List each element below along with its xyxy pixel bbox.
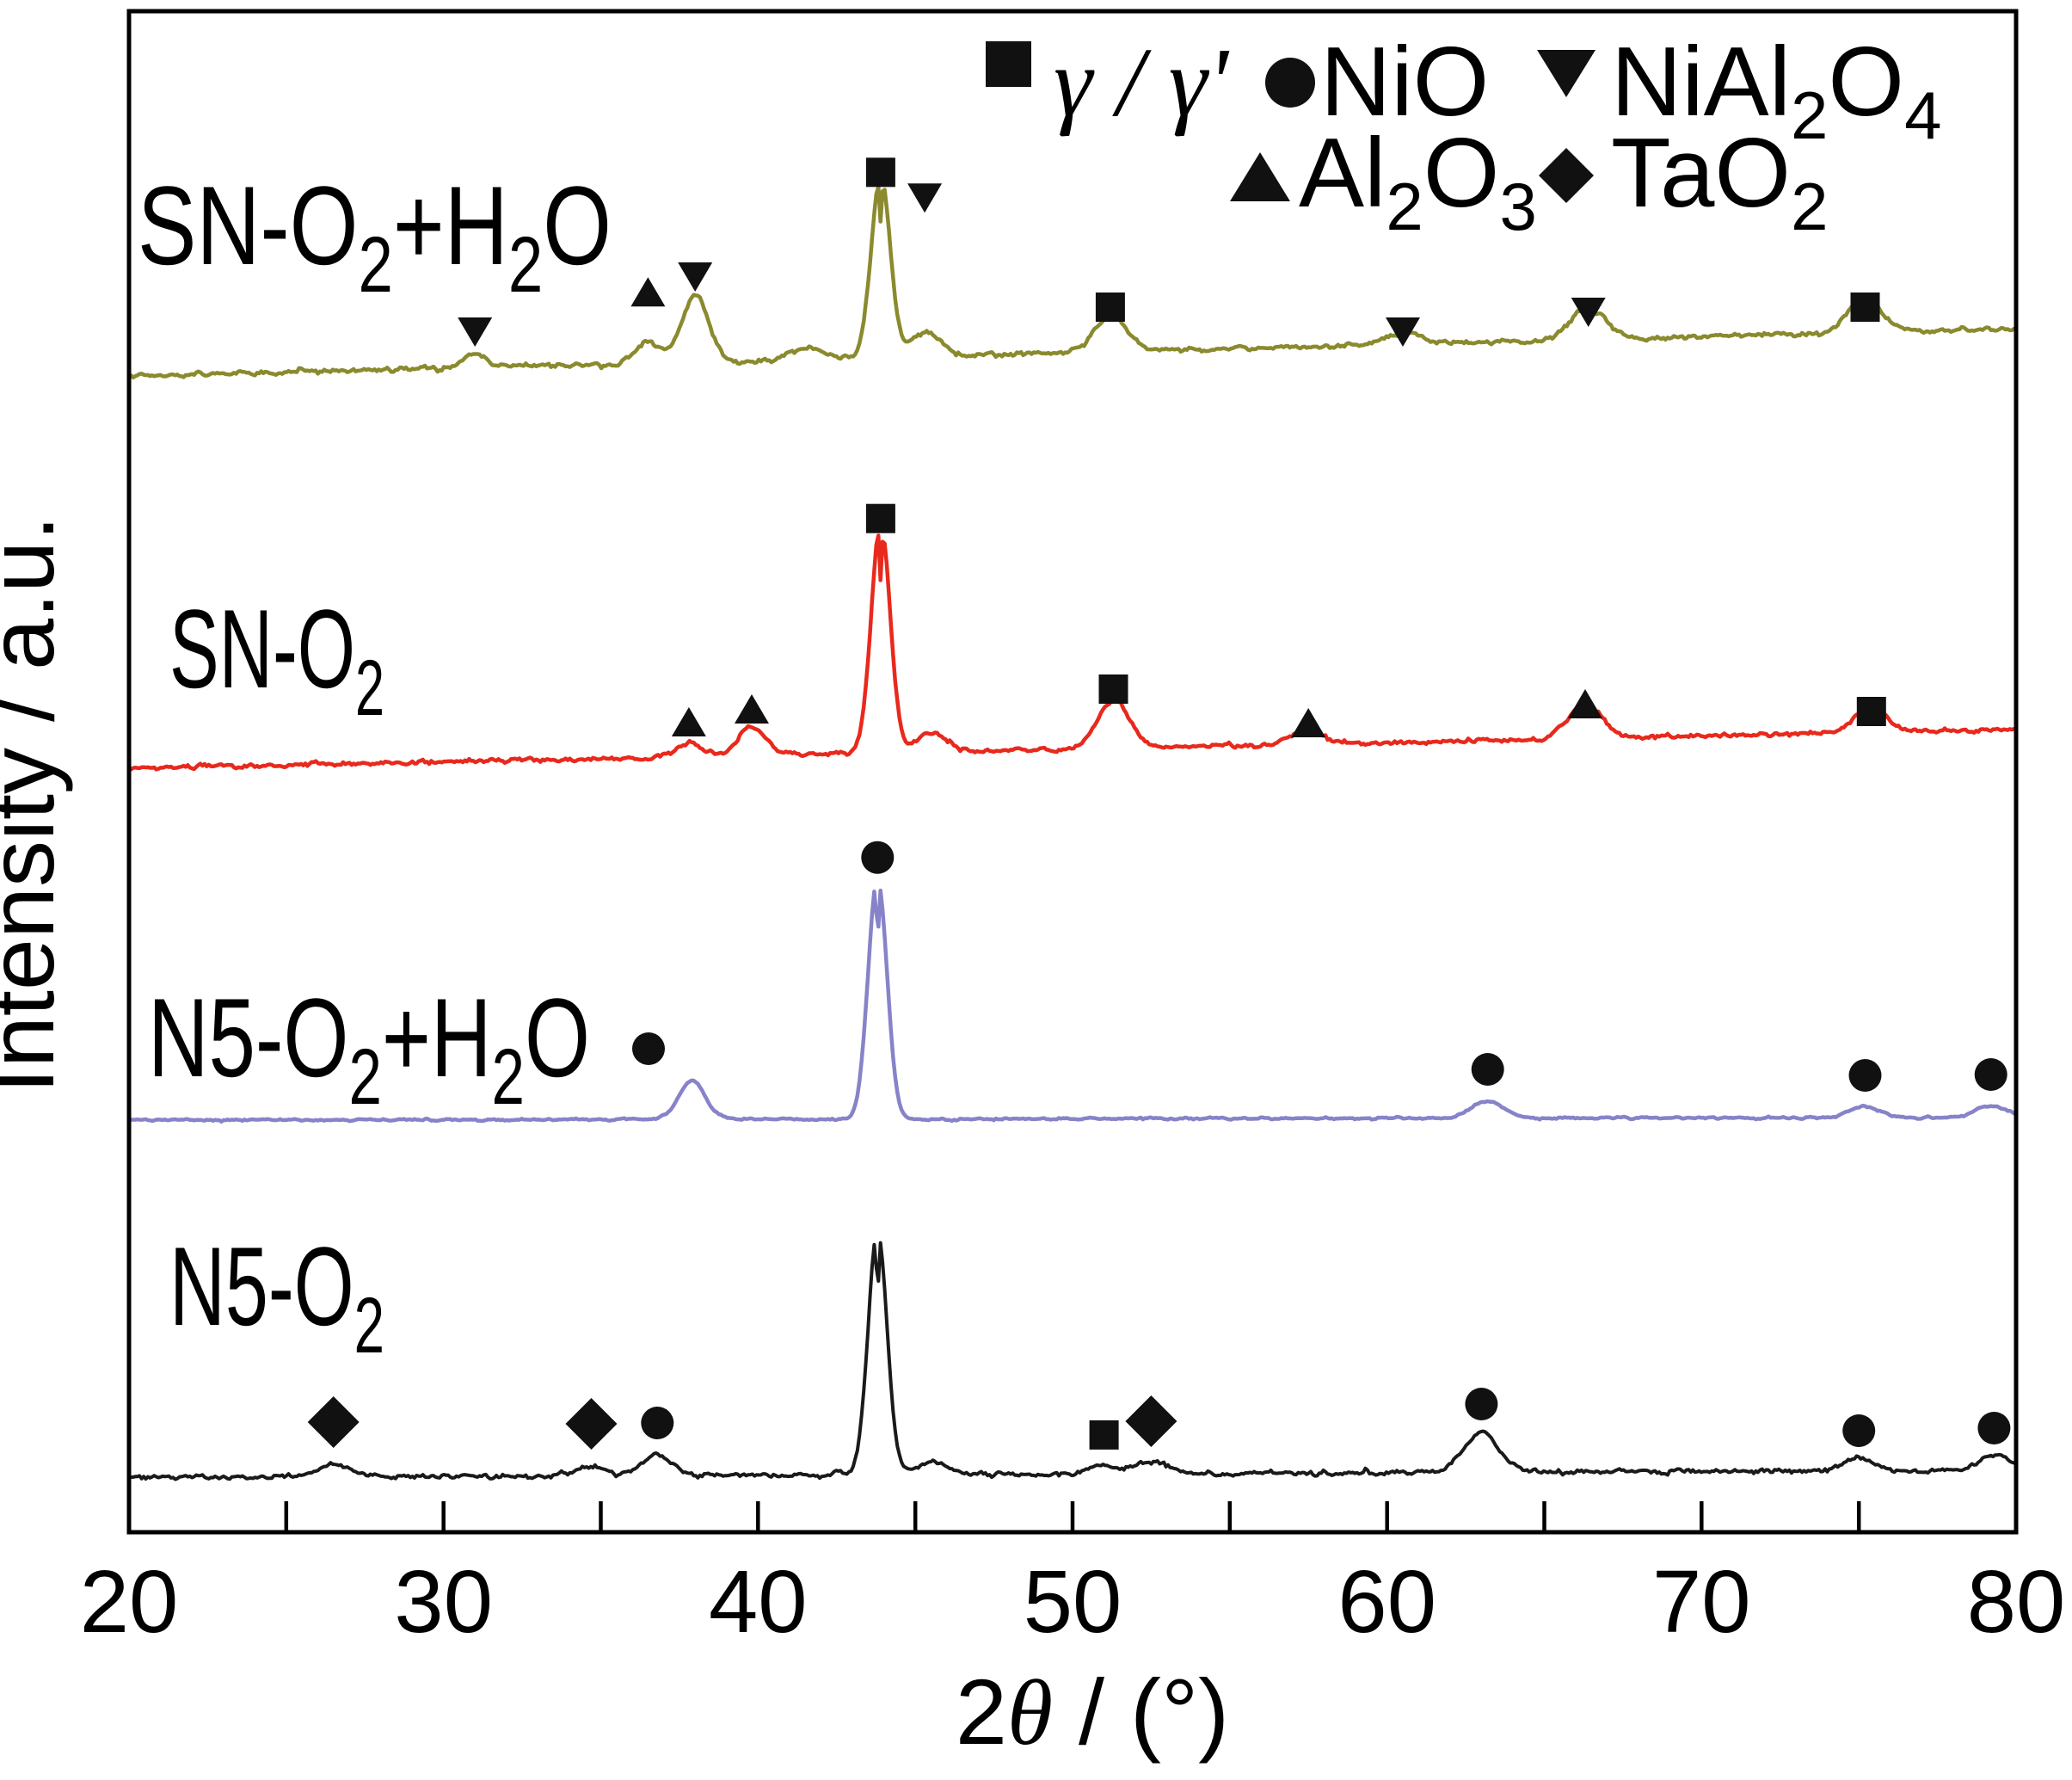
- svg-text:γ / γ': γ / γ': [1054, 28, 1230, 137]
- svg-text:40: 40: [709, 1552, 808, 1651]
- svg-text:70: 70: [1652, 1552, 1751, 1651]
- svg-text:60: 60: [1337, 1552, 1436, 1651]
- svg-text:2θ / (°): 2θ / (°): [956, 1660, 1229, 1765]
- svg-text:30: 30: [394, 1552, 493, 1651]
- svg-text:80: 80: [1967, 1552, 2066, 1651]
- svg-text:N5-O2: N5-O2: [169, 1223, 384, 1370]
- svg-text:50: 50: [1024, 1552, 1122, 1651]
- svg-text:20: 20: [80, 1552, 179, 1651]
- svg-text:SN-O2: SN-O2: [169, 586, 384, 732]
- svg-text:Intensity / a.u.: Intensity / a.u.: [0, 515, 73, 1093]
